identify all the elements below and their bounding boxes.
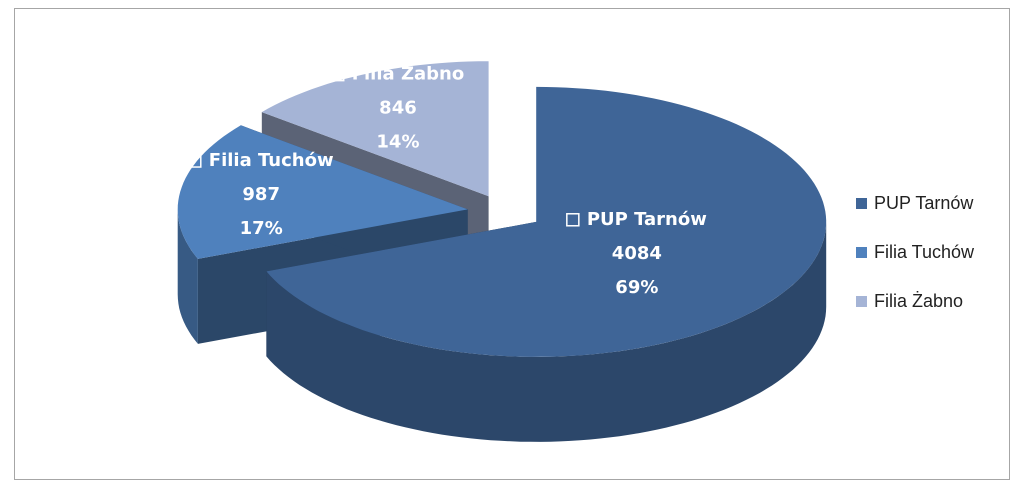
data-label-percent: 17% (240, 218, 283, 239)
pie-slice (261, 61, 489, 197)
label-key (330, 67, 345, 82)
data-label-category: Filia Tuchów (209, 150, 334, 171)
label-key (566, 213, 580, 227)
data-label-percent: 69% (615, 277, 658, 298)
legend-label: PUP Tarnów (874, 193, 974, 213)
pie-slice (266, 86, 827, 357)
data-label-percent: 14% (376, 132, 419, 153)
legend-label: Filia Żabno (874, 291, 963, 311)
data-label-value: 987 (242, 184, 280, 205)
label-key (188, 154, 202, 168)
data-label-value: 4084 (612, 243, 662, 264)
slice-side (266, 221, 827, 442)
data-label-category: Filia Żabno (352, 63, 464, 85)
pie-slice (177, 125, 468, 259)
legend-label: Filia Tuchów (874, 242, 975, 262)
legend-swatch (856, 247, 867, 258)
slice-side (177, 209, 198, 344)
legend-swatch (856, 198, 867, 209)
data-label-category: PUP Tarnów (587, 209, 707, 230)
data-label-value: 846 (379, 98, 417, 119)
legend-swatch (856, 296, 867, 307)
